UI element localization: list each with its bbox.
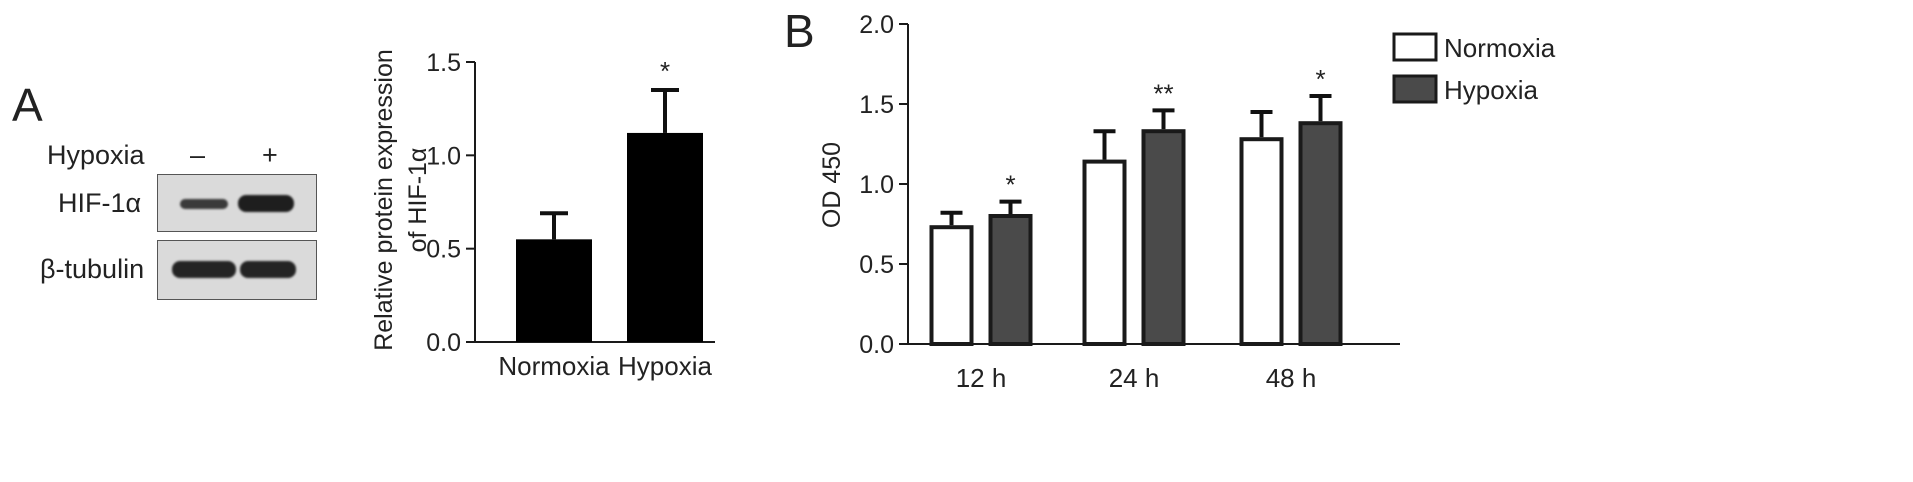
chart-a-ytick-label: 0.5: [426, 236, 461, 264]
legend-swatch-hypoxia: [1392, 74, 1438, 104]
chart-b-ytick-label: 1.0: [859, 171, 894, 199]
hif-expression-chart: 0.0 0.5 1.0 1.5 Relative protein expression o…: [370, 49, 715, 381]
chart-b-significance: *: [1315, 64, 1325, 94]
chart-b-xtick-label: 12 h: [956, 363, 1007, 393]
od450-chart: 0.0 0.5 1.0 1.5 2.0 OD 450 * 12 h ** 24 h * 48 h Nor…: [818, 11, 1556, 393]
legend-swatch-normoxia: [1392, 32, 1438, 62]
chart-b-ytick-label: 2.0: [859, 11, 894, 39]
chart-b-xtick-label: 24 h: [1109, 363, 1160, 393]
chart-b-bar-normoxia: [1082, 159, 1127, 346]
blot-lane-minus: –: [190, 140, 206, 170]
blot-band-tubulin-normoxia: [172, 261, 236, 278]
panel-a-letter: A: [12, 79, 43, 131]
chart-b-significance: *: [1005, 170, 1015, 200]
blot-hypoxia-label: Hypoxia: [47, 140, 145, 170]
blot-hif-strip: [157, 174, 317, 232]
blot-band-hif-hypoxia: [238, 195, 294, 212]
chart-b-bar-hypoxia: [1141, 129, 1186, 346]
chart-b-bar-normoxia: [929, 225, 974, 346]
blot-row-tubulin-label: β-tubulin: [40, 254, 145, 284]
chart-a-xtick-label: Normoxia: [498, 351, 610, 381]
legend-label-hypoxia: Hypoxia: [1444, 75, 1538, 105]
chart-a-ytick-label: 0.0: [426, 329, 461, 357]
chart-a-ytick-label: 1.5: [426, 49, 461, 77]
chart-a-bar: [516, 239, 592, 342]
chart-a-ytick-label: 1.0: [426, 142, 461, 170]
chart-b-xtick-label: 48 h: [1266, 363, 1317, 393]
legend-label-normoxia: Normoxia: [1444, 33, 1556, 63]
chart-a-ylabel-line: Relative protein expression: [370, 49, 398, 351]
chart-a-significance: *: [660, 56, 670, 86]
panel-b-letter: B: [784, 5, 815, 57]
chart-a-ylabel-line: of HIF-1α: [404, 148, 432, 253]
chart-b-bar-hypoxia: [988, 214, 1033, 346]
chart-b-ytick-label: 0.5: [859, 251, 894, 279]
blot-lane-plus: +: [262, 140, 278, 170]
chart-b-ylabel: OD 450: [818, 142, 846, 228]
blot-tubulin-strip: [157, 240, 317, 300]
chart-b-significance: **: [1153, 78, 1173, 108]
chart-b-ytick-label: 1.5: [859, 91, 894, 119]
chart-a-bar: [627, 132, 703, 342]
chart-b-bar-normoxia: [1239, 137, 1284, 346]
blot-band-tubulin-hypoxia: [240, 261, 296, 278]
blot-row-hif-label: HIF-1α: [58, 188, 142, 218]
blot-band-hif-normoxia: [180, 199, 228, 209]
chart-b-bar-hypoxia: [1298, 121, 1343, 346]
chart-a-xtick-label: Hypoxia: [618, 351, 712, 381]
chart-b-ytick-label: 0.0: [859, 331, 894, 359]
